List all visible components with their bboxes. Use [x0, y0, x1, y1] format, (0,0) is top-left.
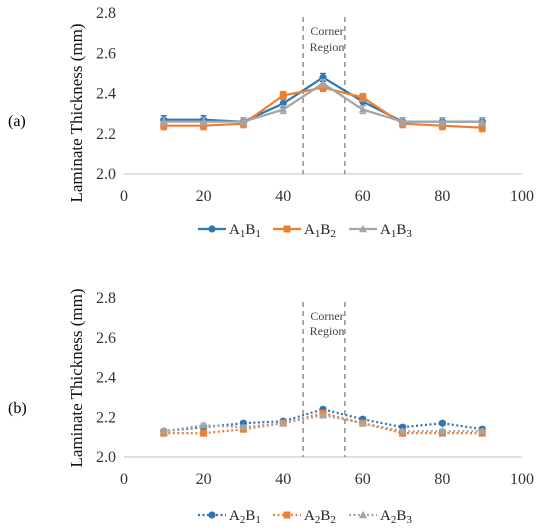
y-tick-label-a: 2.2 — [96, 126, 116, 143]
data-point-A2B3 — [358, 419, 367, 427]
legend-letter: B — [245, 508, 255, 524]
legend-subscript: 2 — [330, 514, 336, 526]
legend-letter: A — [229, 222, 240, 238]
legend-letter: A — [380, 222, 391, 238]
legend-label-A1B1: A1B1 — [229, 222, 261, 240]
data-point-A1B3 — [398, 117, 407, 125]
y-tick-label-a: 2.4 — [96, 86, 116, 103]
legend-letter: B — [320, 508, 330, 524]
data-point-A2B3 — [239, 422, 248, 431]
data-point-A1B3 — [478, 117, 487, 125]
legend-subscript: 1 — [255, 514, 261, 526]
region-label-line1-a: Corner — [310, 24, 343, 38]
x-tick-label-a: 0 — [120, 188, 128, 205]
x-tick-label-b: 80 — [434, 471, 450, 488]
legend-letter: A — [229, 508, 240, 524]
panel-label-a: (a) — [8, 113, 26, 130]
plot-area-b: 2.0 2.2 2.4 2.6 2.8 0 20 40 60 80 100 — [96, 290, 534, 488]
legend-subscript: 2 — [330, 228, 336, 240]
y-tick-label-b: 2.2 — [96, 409, 116, 426]
x-tick-label-a: 100 — [510, 188, 534, 205]
legend-letter: B — [396, 222, 406, 238]
legend-letter: A — [380, 508, 391, 524]
region-label-line2-a: Region — [310, 40, 345, 54]
legend-marker-A2B1 — [208, 511, 216, 519]
x-tick-label-a: 80 — [434, 188, 450, 205]
legend-letter: A — [304, 222, 315, 238]
legend-marker-A2B3 — [359, 510, 367, 519]
legend-b: A2B1 A2B2 A2B3 — [198, 508, 412, 526]
y-tick-label-a: 2.8 — [96, 5, 116, 22]
legend-subscript: 2 — [391, 514, 397, 526]
y-tick-label-a: 2.6 — [96, 45, 116, 62]
data-point-A1B3 — [438, 117, 447, 125]
plot-area-a: 2.0 2.2 2.4 2.6 2.8 0 20 40 60 80 100 — [96, 5, 534, 205]
legend-marker-A1B1 — [208, 225, 216, 233]
legend-label-A1B3: A1B3 — [380, 222, 412, 240]
data-point-A2B3 — [279, 419, 288, 427]
data-point-A1B3 — [319, 79, 327, 87]
legend-letter: B — [245, 222, 255, 238]
data-point-A1B2 — [279, 92, 287, 100]
y-tick-label-a: 2.0 — [96, 166, 116, 183]
data-point-A2B3 — [438, 426, 447, 435]
data-point-A1B2 — [478, 124, 486, 132]
legend-label-A1B2: A1B2 — [304, 222, 336, 240]
data-point-A2B1 — [438, 419, 446, 427]
legend-subscript: 2 — [315, 514, 321, 526]
legend-letter: B — [396, 508, 406, 524]
legend-subscript: 1 — [240, 228, 246, 240]
y-tick-label-b: 2.8 — [96, 290, 116, 307]
legend-label-A2B1: A2B1 — [229, 508, 261, 526]
legend-a: A1B1 A1B2 A1B3 — [198, 222, 412, 240]
x-tick-label-b: 100 — [510, 471, 534, 488]
legend-subscript: 3 — [406, 514, 412, 526]
data-point-A2B3 — [478, 426, 487, 435]
region-label-line1-b: Corner — [310, 309, 343, 323]
data-point-A2B3 — [398, 426, 407, 435]
x-tick-label-b: 40 — [275, 471, 291, 488]
legend-label-A2B2: A2B2 — [304, 508, 336, 526]
legend-subscript: 1 — [255, 228, 261, 240]
data-point-A2B3 — [159, 426, 168, 435]
y-axis-label-b: Laminate Thickness (mm) — [67, 288, 86, 467]
data-point-A1B3 — [239, 117, 248, 125]
y-tick-label-b: 2.4 — [96, 370, 116, 387]
data-point-A1B3 — [279, 105, 288, 113]
x-tick-label-b: 0 — [120, 471, 128, 488]
legend-subscript: 3 — [406, 228, 412, 240]
data-point-A1B3 — [358, 105, 367, 113]
legend-marker-A1B2 — [283, 225, 291, 233]
y-tick-label-b: 2.6 — [96, 330, 116, 347]
data-point-A2B3 — [319, 411, 327, 419]
x-tick-label-b: 20 — [196, 471, 212, 488]
legend-letter: A — [304, 508, 315, 524]
x-tick-label-a: 60 — [355, 188, 371, 205]
data-point-A1B2 — [359, 94, 367, 102]
legend-subscript: 1 — [391, 228, 397, 240]
data-point-A2B3 — [199, 421, 208, 429]
legend-label-A2B3: A2B3 — [380, 508, 412, 526]
y-tick-label-b: 2.0 — [96, 449, 116, 466]
legend-letter: B — [320, 222, 330, 238]
x-tick-label-b: 60 — [355, 471, 371, 488]
data-point-A2B2 — [200, 429, 208, 437]
legend-subscript: 2 — [240, 514, 246, 526]
x-tick-label-a: 20 — [196, 188, 212, 205]
legend-marker-A1B3 — [359, 224, 367, 233]
y-axis-label-a: Laminate Thickness (mm) — [67, 23, 86, 202]
legend-subscript: 1 — [315, 228, 321, 240]
x-tick-label-a: 40 — [275, 188, 291, 205]
region-label-line2-b: Region — [310, 324, 345, 338]
panel-label-b: (b) — [8, 400, 27, 417]
data-point-A1B3 — [159, 117, 168, 125]
data-point-A1B3 — [199, 117, 208, 125]
legend-marker-A2B2 — [283, 511, 291, 519]
